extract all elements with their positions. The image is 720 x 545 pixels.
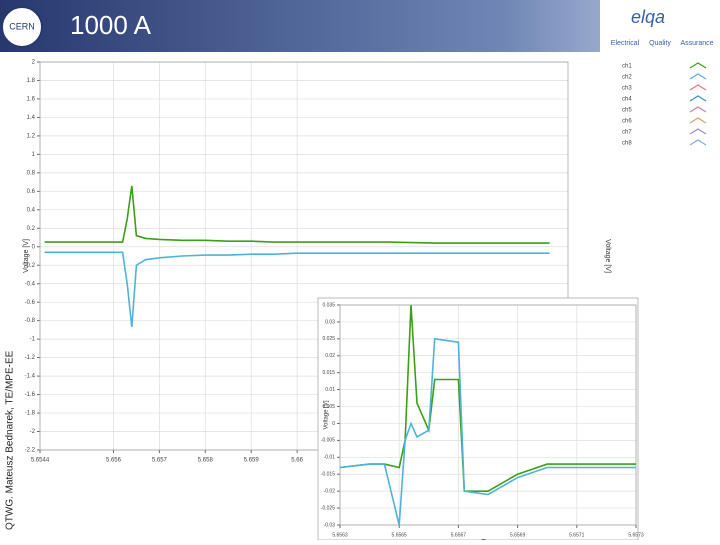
x-tick-label: 5.657: [152, 458, 168, 464]
x-tick-label: 5.6563: [332, 532, 348, 538]
y-tick-label: 0.025: [322, 336, 335, 342]
y-tick-label: -1.2: [25, 355, 36, 361]
y-tick-label: 0.015: [322, 370, 335, 376]
x-tick-label: 5.658: [198, 458, 214, 464]
x-tick-label: 5.656: [106, 458, 122, 464]
x-tick-label: 5.66: [291, 458, 303, 464]
y-tick-label: -0.025: [321, 505, 335, 511]
x-tick-label: 5.6567: [451, 532, 467, 538]
y-tick-label: -0.8: [25, 318, 36, 324]
y-tick-label: 1.4: [27, 115, 36, 121]
y-tick-label: 0.02: [325, 353, 335, 359]
elqa-text: Electrical: [611, 40, 640, 47]
legend-swatch: [690, 96, 706, 101]
y-tick-label: -1.6: [25, 392, 36, 398]
y-tick-label: 0: [332, 421, 335, 427]
slide-title: 1000 A: [70, 10, 152, 40]
y-tick-label: 1.8: [27, 78, 36, 84]
y-tick-label: -0.6: [25, 300, 36, 306]
x-tick-label: 5.659: [244, 458, 260, 464]
side-text: QTWG. Mateusz Bednarek, TE/MPE-EE: [5, 350, 16, 530]
y-tick-label: 0.03: [325, 319, 335, 325]
inset-frame: [318, 298, 638, 540]
x-tick-label: 5.6573: [628, 532, 644, 538]
x-tick-label: 5.6569: [510, 532, 526, 538]
elqa-text: Assurance: [680, 40, 713, 47]
legend-swatch: [690, 85, 706, 90]
y-axis-label: Voltage [V]: [324, 400, 330, 429]
y-tick-label: 1.6: [27, 97, 36, 103]
legend-swatch: [690, 118, 706, 123]
y-tick-label: -0.02: [324, 488, 336, 494]
legend-label: ch6: [622, 119, 632, 125]
y-tick-label: -1.4: [25, 374, 36, 380]
y-tick-label: -1: [30, 337, 36, 343]
y-tick-label: -0.01: [324, 455, 336, 461]
legend-swatch: [690, 107, 706, 112]
y-tick-label: 1.2: [27, 133, 36, 139]
y-tick-label: -0.03: [324, 522, 336, 528]
cern-logo-text: CERN: [9, 21, 35, 31]
legend-swatch: [690, 74, 706, 79]
legend-swatch: [690, 129, 706, 134]
legend-label: ch7: [622, 130, 632, 136]
legend-label: ch4: [622, 97, 632, 103]
legend-label: ch3: [622, 86, 632, 92]
y-axis-label: Voltage [V]: [23, 239, 30, 273]
elqa-text: Quality: [649, 40, 671, 47]
y-tick-label: 0.035: [322, 302, 335, 308]
y-tick-label: 0.4: [27, 207, 36, 213]
legend-label: ch5: [622, 108, 632, 114]
y-tick-label: -2: [30, 429, 36, 435]
y-tick-label: 0.01: [325, 387, 335, 393]
x-tick-label: 5.6571: [569, 532, 585, 538]
legend-label: ch1: [622, 64, 632, 70]
y-tick-label: -0.005: [321, 438, 335, 444]
y-tick-label: 0.8: [27, 170, 36, 176]
legend-label: ch2: [622, 75, 632, 81]
y-tick-label: -0.015: [321, 472, 335, 478]
y2-axis-label: Voltage [V]: [604, 239, 611, 273]
y-tick-label: 0.6: [27, 189, 36, 195]
y-tick-label: 0.2: [27, 226, 36, 232]
y-tick-label: -0.4: [25, 281, 36, 287]
legend-label: ch8: [622, 141, 632, 147]
x-tick-label: 5.6544: [31, 458, 50, 464]
y-tick-label: -1.8: [25, 411, 36, 417]
legend-swatch: [690, 63, 706, 68]
legend-swatch: [690, 140, 706, 145]
elqa-logo: elqa: [631, 7, 665, 27]
y-tick-label: -2.2: [25, 448, 36, 454]
x-tick-label: 5.6565: [392, 532, 408, 538]
